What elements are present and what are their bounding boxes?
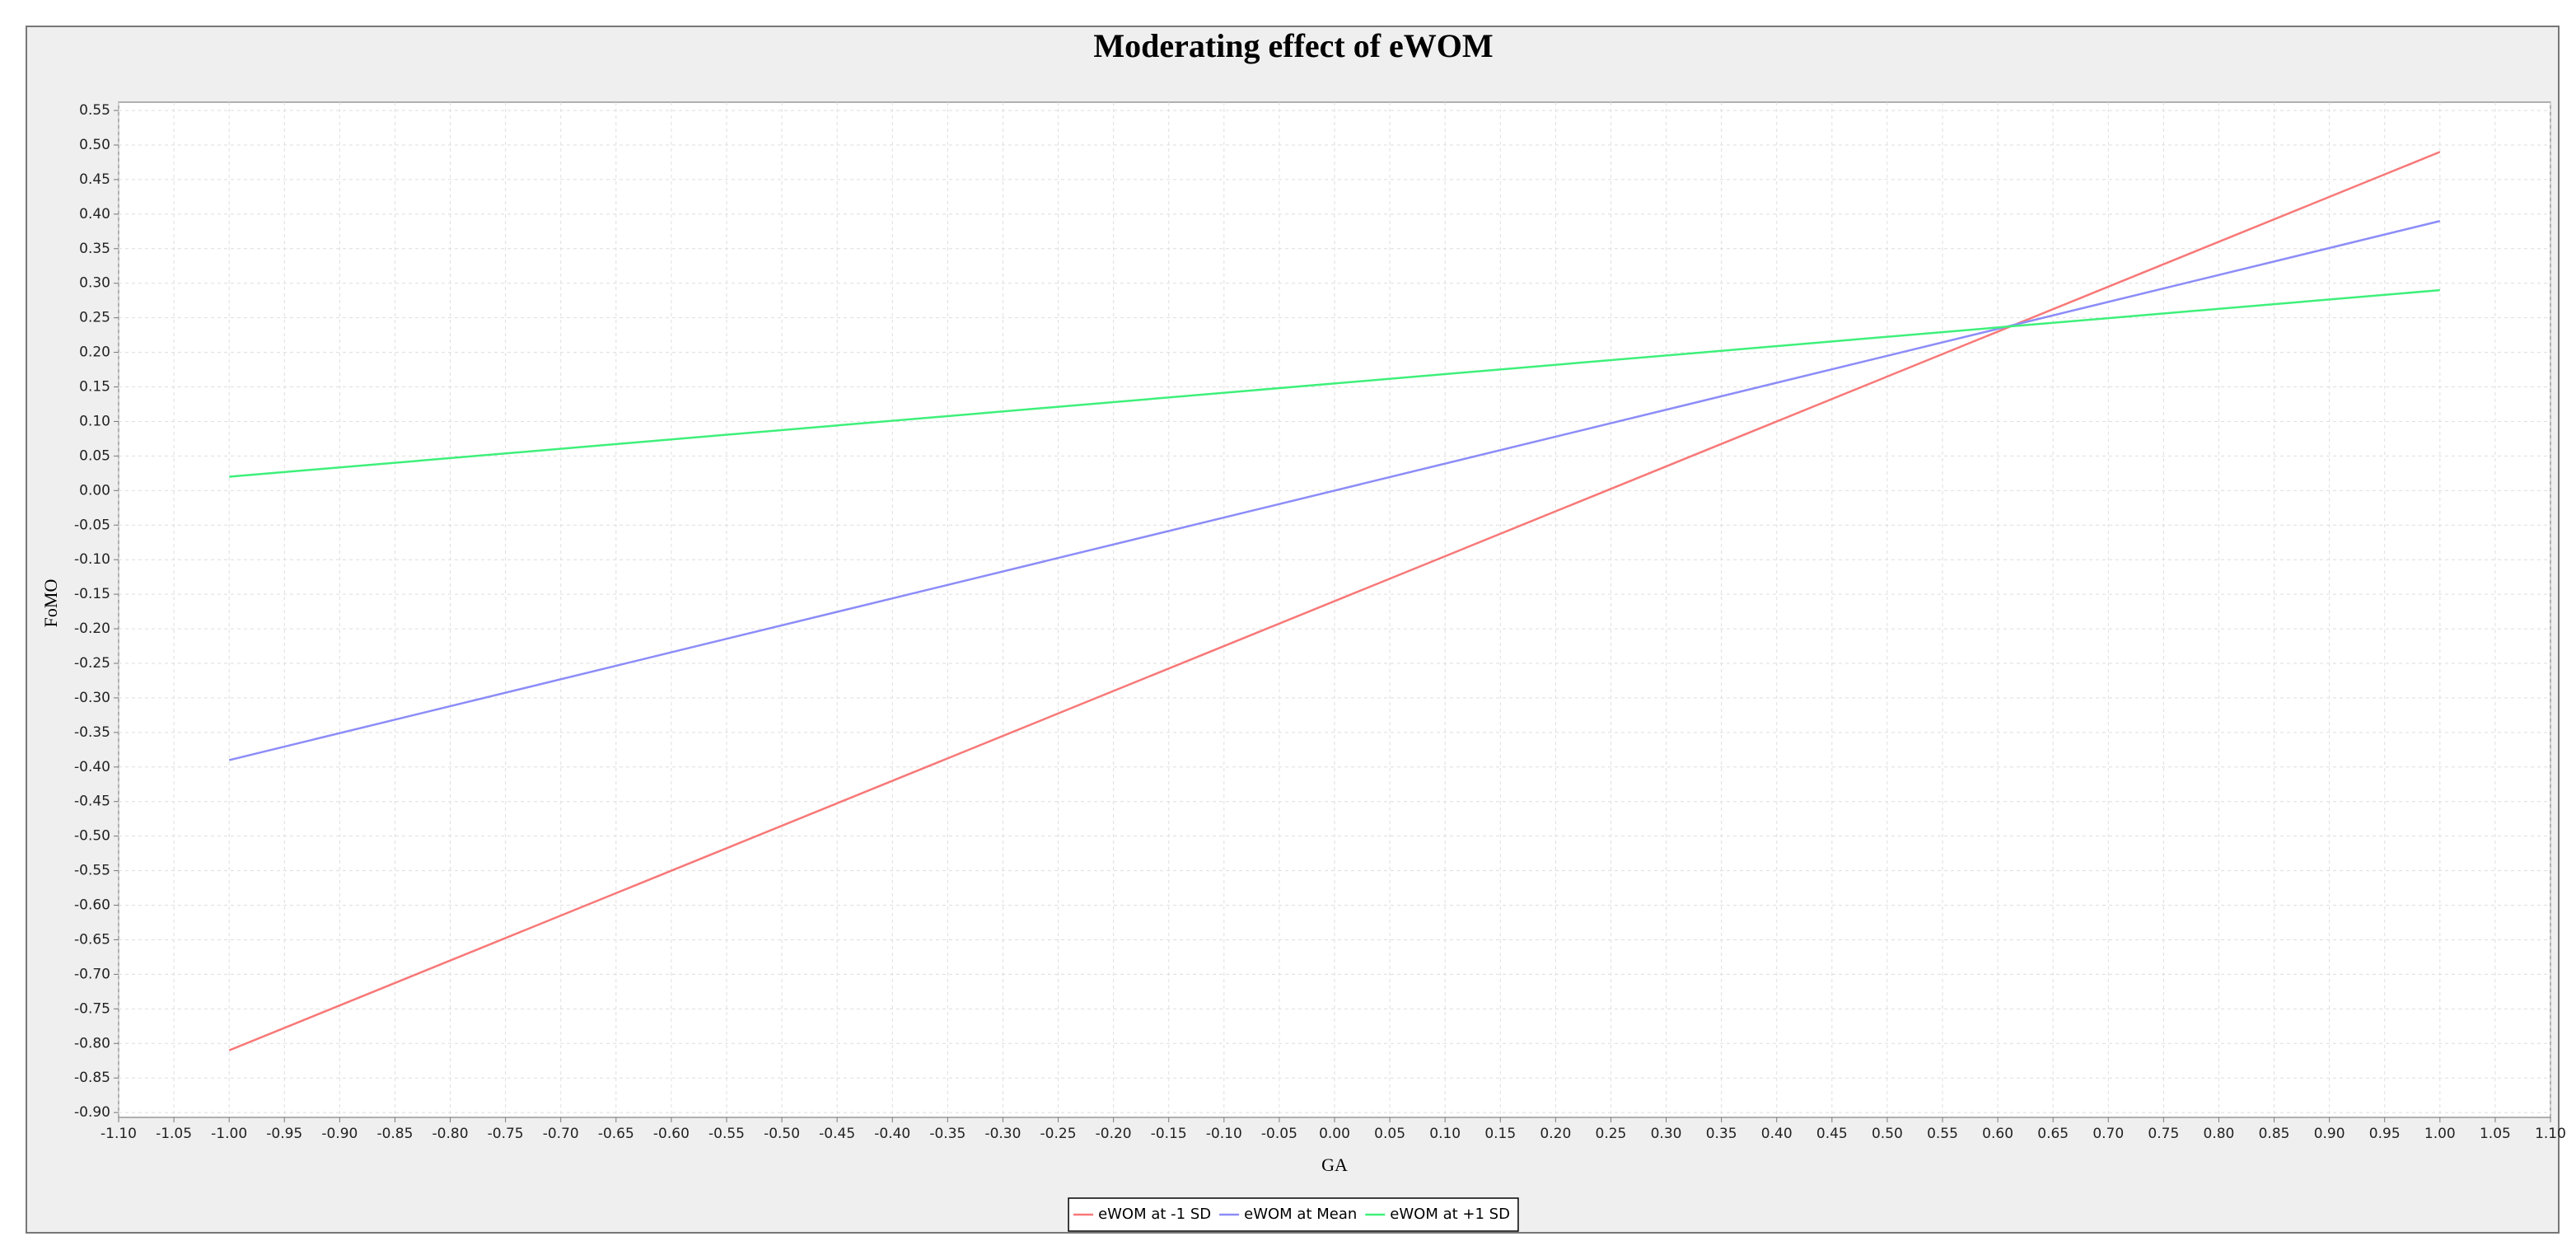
y-tick-label: -0.80 bbox=[74, 1035, 110, 1051]
x-tick-label: -0.80 bbox=[432, 1126, 469, 1142]
y-tick-label: -0.15 bbox=[74, 586, 110, 602]
y-tick-label: -0.40 bbox=[74, 759, 110, 775]
x-tick-label: -1.05 bbox=[156, 1126, 192, 1142]
x-tick-label: 0.40 bbox=[1761, 1126, 1793, 1142]
legend-text: eWOM at +1 SD bbox=[1390, 1206, 1510, 1223]
y-tick-label: 0.55 bbox=[79, 102, 110, 119]
y-axis-label: FoMO bbox=[40, 579, 61, 628]
x-tick-label: -0.10 bbox=[1206, 1126, 1242, 1142]
x-tick-label: -1.10 bbox=[101, 1126, 137, 1142]
x-tick-label: -0.30 bbox=[984, 1126, 1021, 1142]
legend: eWOM at -1 SD eWOM at Mean eWOM at +1 SD bbox=[1068, 1197, 1519, 1232]
x-tick-label: 0.80 bbox=[2204, 1126, 2235, 1142]
x-tick-label: 0.15 bbox=[1484, 1126, 1516, 1142]
x-tick-label: -0.25 bbox=[1040, 1126, 1077, 1142]
y-tick-label: -0.35 bbox=[74, 724, 110, 741]
x-tick-label: 0.85 bbox=[2259, 1126, 2290, 1142]
x-tick-label: 0.50 bbox=[1872, 1126, 1903, 1142]
x-tick-label: -0.90 bbox=[321, 1126, 358, 1142]
grid: -1.10 -1.05 -1.00 -0.95 -0.90 -0.85 -0.80 -0.75… bbox=[74, 102, 2566, 1142]
y-tick-label: -0.55 bbox=[74, 863, 110, 879]
series-line bbox=[228, 220, 2441, 761]
x-axis-label: GA bbox=[1321, 1154, 1348, 1175]
x-tick-label: 1.00 bbox=[2424, 1126, 2456, 1142]
legend-text: eWOM at Mean bbox=[1244, 1206, 1357, 1223]
y-tick-label: 0.15 bbox=[79, 379, 110, 396]
x-tick-label: 0.45 bbox=[1816, 1126, 1848, 1142]
x-tick-label: -0.50 bbox=[764, 1126, 800, 1142]
legend-text: eWOM at -1 SD bbox=[1098, 1206, 1211, 1223]
y-tick-label: -0.50 bbox=[74, 828, 110, 845]
y-tick-label: 0.10 bbox=[79, 413, 110, 429]
y-tick-label: -0.10 bbox=[74, 551, 110, 568]
x-tick-label: -0.85 bbox=[376, 1126, 413, 1142]
x-tick-label: -0.45 bbox=[819, 1126, 855, 1142]
y-tick-label: -0.20 bbox=[74, 620, 110, 637]
x-tick-label: 0.95 bbox=[2369, 1126, 2401, 1142]
x-tick-label: -0.65 bbox=[598, 1126, 634, 1142]
x-tick-label: -0.60 bbox=[653, 1126, 690, 1142]
x-tick-label: 0.00 bbox=[1319, 1126, 1350, 1142]
x-tick-label: 0.55 bbox=[1927, 1126, 1958, 1142]
x-tick-label: -0.55 bbox=[708, 1126, 745, 1142]
y-tick-label: -0.90 bbox=[74, 1104, 110, 1121]
x-tick-label: 1.10 bbox=[2535, 1126, 2566, 1142]
chart-title: Moderating effect of eWOM bbox=[1093, 27, 1493, 64]
x-tick-label: 0.20 bbox=[1540, 1126, 1571, 1142]
x-tick-label: -0.40 bbox=[874, 1126, 910, 1142]
y-tick-label: -0.70 bbox=[74, 966, 110, 982]
x-tick-label: -0.15 bbox=[1151, 1126, 1187, 1142]
x-tick-label: 0.10 bbox=[1429, 1126, 1461, 1142]
x-tick-label: 0.30 bbox=[1651, 1126, 1682, 1142]
x-tick-label: 0.70 bbox=[2092, 1126, 2124, 1142]
x-tick-label: 1.05 bbox=[2480, 1126, 2511, 1142]
x-tick-label: 0.90 bbox=[2314, 1126, 2345, 1142]
y-tick-label: -0.60 bbox=[74, 897, 110, 914]
x-tick-label: -0.20 bbox=[1096, 1126, 1132, 1142]
x-tick-label: -0.70 bbox=[543, 1126, 579, 1142]
y-tick-label: 0.20 bbox=[79, 344, 110, 361]
x-tick-label: -0.75 bbox=[488, 1126, 524, 1142]
lines bbox=[228, 151, 2441, 1051]
x-tick-label: 0.25 bbox=[1596, 1126, 1627, 1142]
y-tick-label: 0.40 bbox=[79, 206, 110, 222]
x-tick-label: -0.35 bbox=[929, 1126, 965, 1142]
y-tick-label: 0.25 bbox=[79, 310, 110, 326]
x-tick-label: -0.05 bbox=[1261, 1126, 1297, 1142]
y-tick-label: 0.30 bbox=[79, 275, 110, 292]
x-tick-label: -0.95 bbox=[266, 1126, 302, 1142]
legend-box bbox=[1068, 1197, 1519, 1232]
y-tick-label: -0.65 bbox=[74, 931, 110, 948]
y-tick-label: -0.30 bbox=[74, 690, 110, 706]
x-tick-label: 0.75 bbox=[2148, 1126, 2179, 1142]
series-line bbox=[229, 288, 2440, 478]
y-tick-label: 0.05 bbox=[79, 447, 110, 464]
y-tick-label: -0.25 bbox=[74, 655, 110, 672]
y-tick-label: -0.45 bbox=[74, 794, 110, 810]
x-tick-label: -1.00 bbox=[211, 1126, 247, 1142]
x-tick-label: 0.35 bbox=[1706, 1126, 1737, 1142]
y-tick-label: 0.35 bbox=[79, 241, 110, 257]
x-tick-label: 0.65 bbox=[2037, 1126, 2069, 1142]
y-tick-label: -0.85 bbox=[74, 1070, 110, 1086]
y-tick-label: 0.00 bbox=[79, 482, 110, 499]
x-tick-label: 0.05 bbox=[1374, 1126, 1405, 1142]
y-tick-label: 0.45 bbox=[79, 171, 110, 188]
y-tick-label: -0.05 bbox=[74, 517, 110, 533]
y-tick-label: 0.50 bbox=[79, 137, 110, 153]
y-tick-label: -0.75 bbox=[74, 1000, 110, 1017]
series-line bbox=[228, 151, 2441, 1051]
x-tick-label: 0.60 bbox=[1982, 1126, 2013, 1142]
